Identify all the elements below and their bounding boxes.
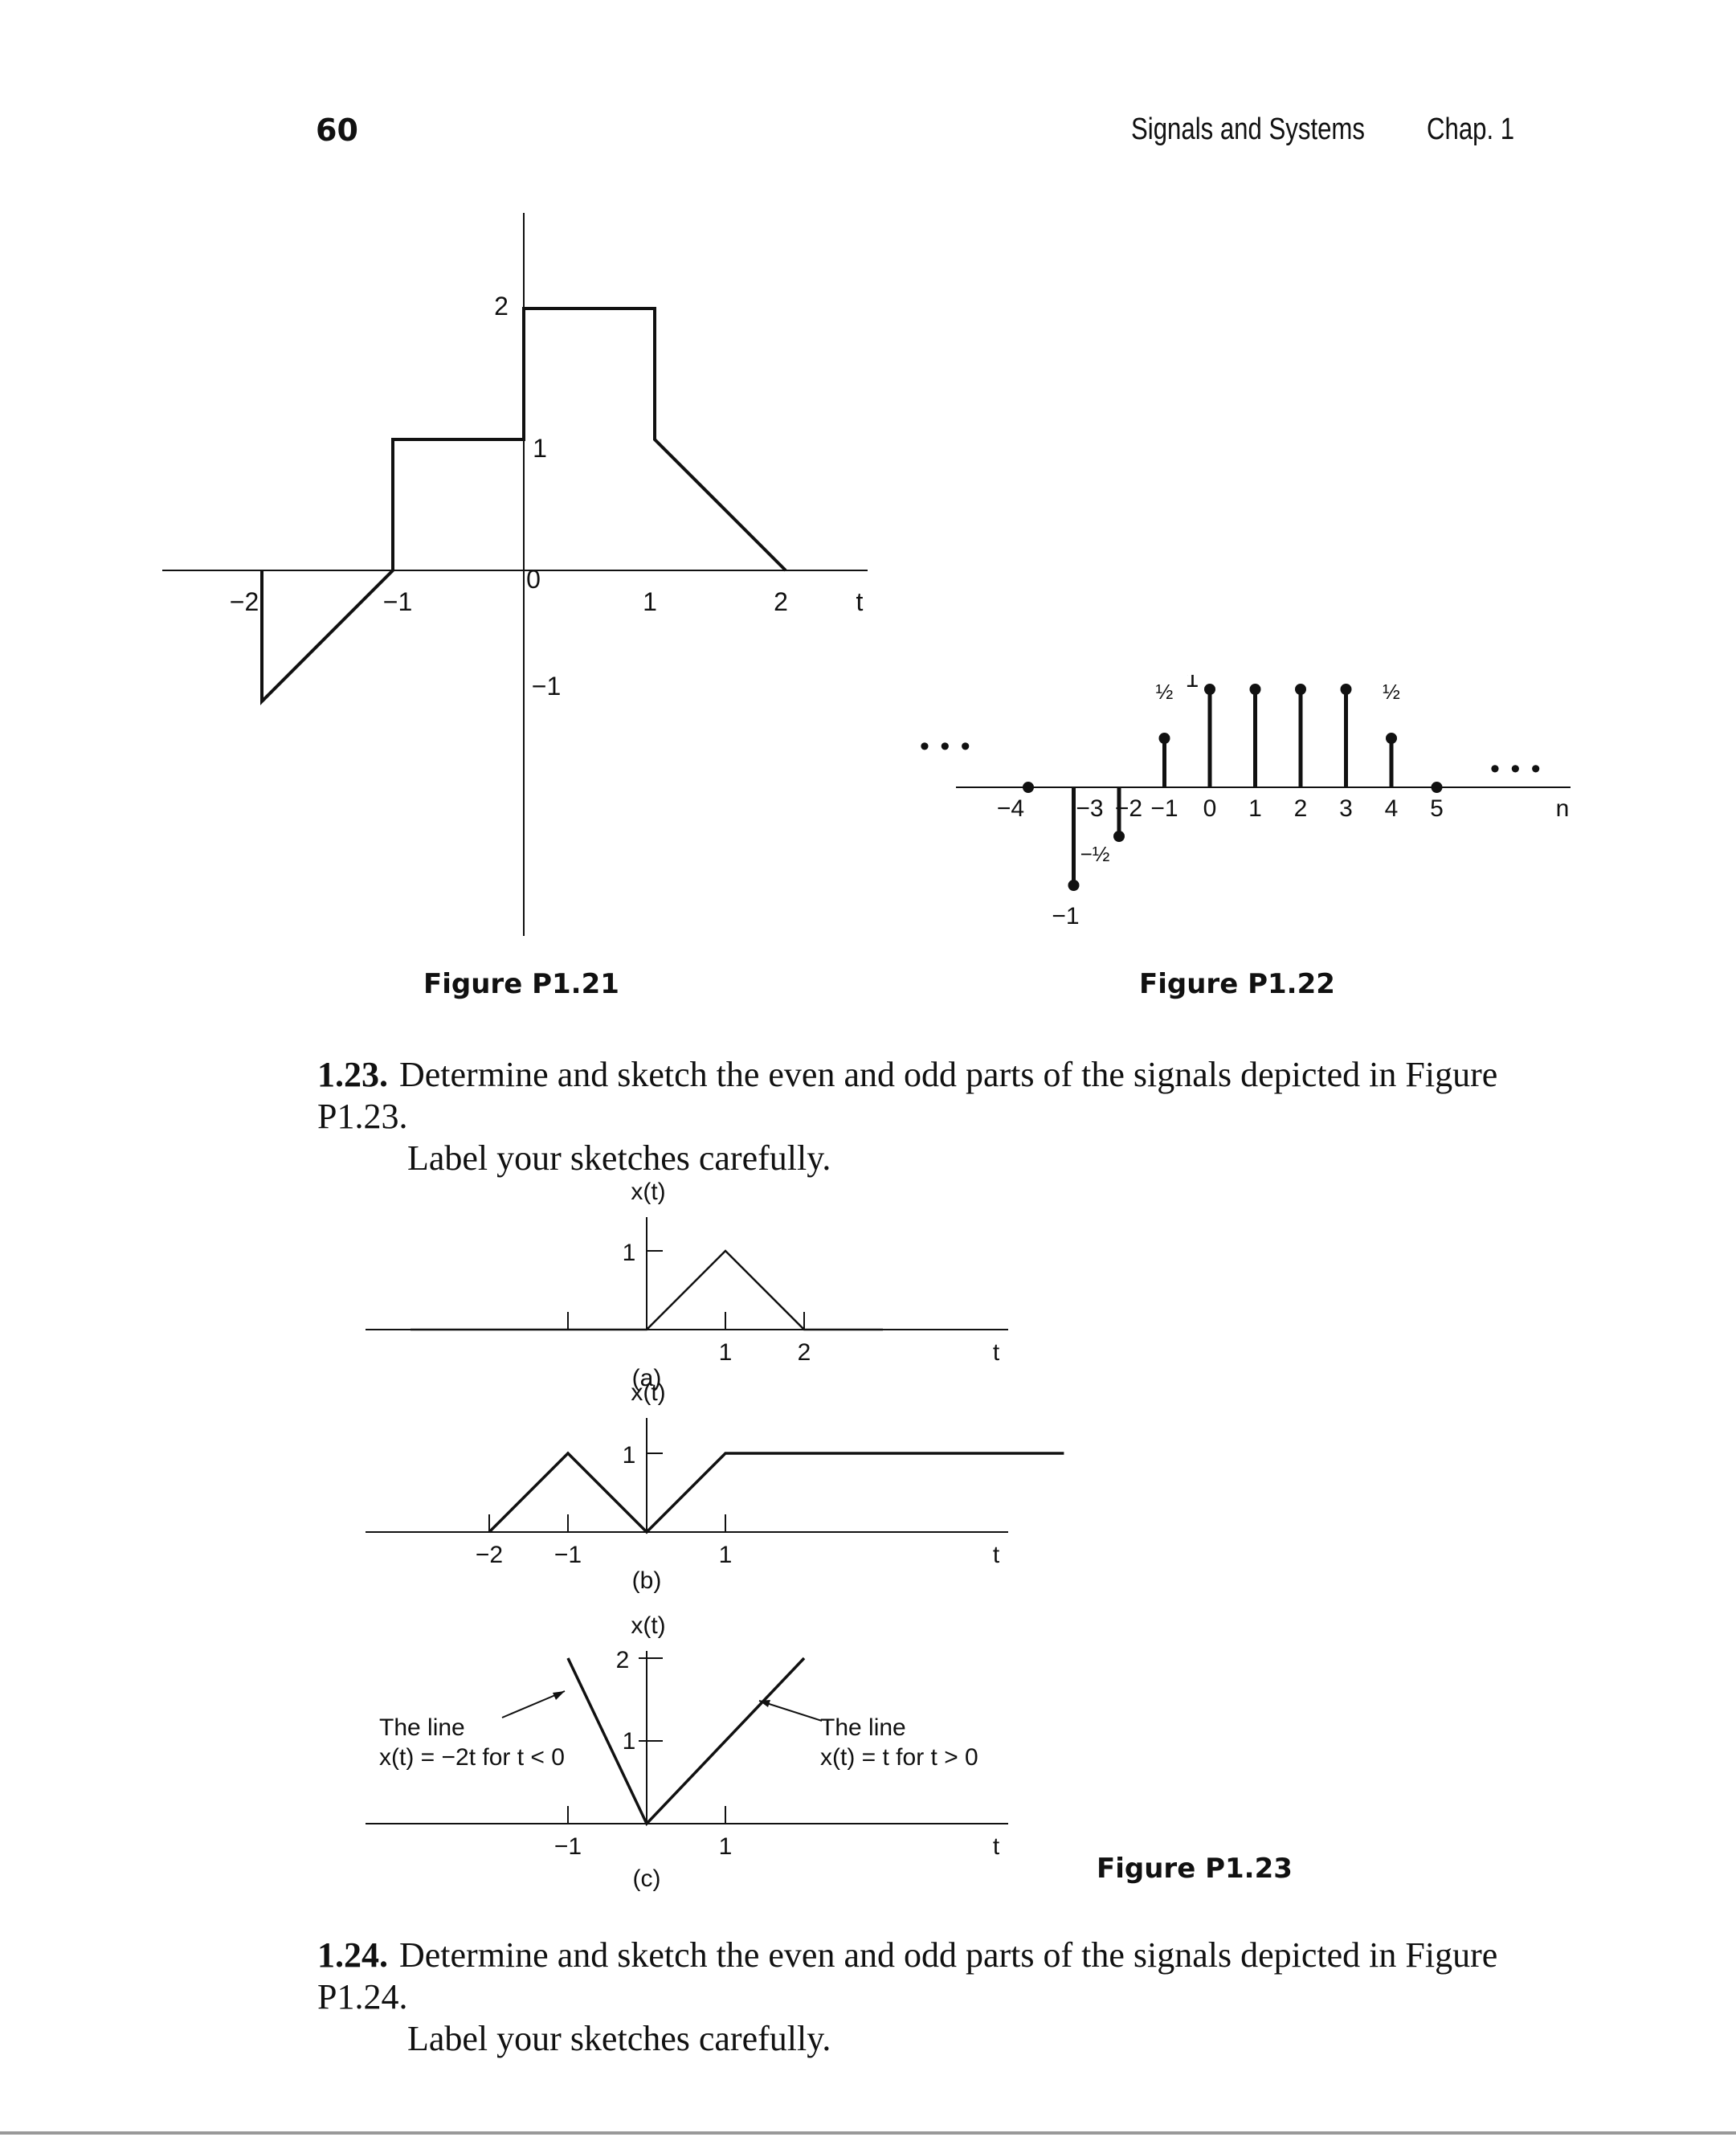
value-label: −1 <box>1052 903 1079 930</box>
value-label: −½ <box>1080 842 1110 866</box>
panel-label: (a) <box>632 1365 662 1391</box>
page-number: 60 <box>316 112 358 148</box>
x-tick-label: −2 <box>230 587 259 616</box>
problem-text-continued: Label your sketches carefully. <box>407 2019 831 2058</box>
x-tick-label: −1 <box>554 1833 582 1860</box>
y-tick-label: 1 <box>623 1728 636 1755</box>
signal-trace <box>488 1451 1064 1534</box>
annotation-left: x(t) = −2t for t < 0 <box>379 1744 565 1771</box>
x-tick-label: −1 <box>383 587 412 616</box>
stem-point <box>1386 733 1397 744</box>
n-tick-label: −4 <box>997 795 1024 822</box>
arrow-head <box>759 1700 770 1707</box>
y-tick-label: 1 <box>533 434 547 463</box>
stem-point <box>1158 733 1170 744</box>
stem-point <box>1068 880 1080 891</box>
annotation-right: x(t) = t for t > 0 <box>820 1744 978 1771</box>
y-axis-label: x(t) <box>631 1379 665 1406</box>
x-tick-label: −1 <box>554 1542 582 1568</box>
value-label: ½ <box>1156 680 1174 704</box>
x-tick-label: 1 <box>719 1339 733 1366</box>
figure-p1-22: • • •• • •−4 −3 −2 −1 0 1 2 3 4 5 n−1−½½ 1 ½ <box>920 675 1571 930</box>
n-axis-label: n <box>1556 795 1570 822</box>
panel-label: (b) <box>632 1567 662 1594</box>
stem-point <box>1249 684 1261 695</box>
signal-trace <box>260 307 787 705</box>
n-tick-label: 0 <box>1203 795 1217 822</box>
figure-p1-21-caption: Figure P1.21 <box>423 968 619 1000</box>
stem-point <box>1340 684 1352 695</box>
y-tick-label: 2 <box>616 1647 630 1673</box>
figure-p1-23: x(t)t(a)x(t)t(b)x(t)t(c)1 21−2 −1 11−1 121Th… <box>366 1179 1064 1892</box>
stem-point <box>1431 782 1443 793</box>
x-tick-label: 2 <box>798 1339 811 1366</box>
x-tick-label: −2 <box>476 1542 503 1568</box>
panel-label: (c) <box>633 1865 661 1892</box>
y-tick-label: 1 <box>623 1442 636 1469</box>
chapter-label: Chap. 1 <box>1427 112 1515 146</box>
y-tick-label: 1 <box>623 1240 636 1266</box>
arrow-head <box>553 1691 565 1700</box>
problem-1-24: 1.24. Determine and sketch the even and o… <box>317 1935 1538 2060</box>
x-tick-label: 1 <box>719 1542 733 1568</box>
annotation-left: The line <box>379 1714 465 1741</box>
stem-point <box>1204 684 1215 695</box>
n-tick-label: −1 <box>1150 795 1178 822</box>
problem-number: 1.24. <box>317 1935 388 1975</box>
annotation-arrow <box>758 1700 823 1722</box>
ellipsis-right: • • • <box>1490 754 1542 784</box>
y-tick-label: 2 <box>494 292 509 321</box>
n-tick-label: 1 <box>1248 795 1262 822</box>
figure-p1-23-caption: Figure P1.23 <box>1097 1853 1293 1885</box>
problem-text-continued: Label your sketches carefully. <box>407 1138 831 1178</box>
n-tick-label: 4 <box>1385 795 1399 822</box>
y-axis-label: x(t) <box>631 1612 665 1639</box>
problem-text: Determine and sketch the even and odd pa… <box>317 1055 1498 1136</box>
x-axis-label: t <box>856 587 864 616</box>
ellipsis-left: • • • <box>920 731 972 762</box>
n-tick-label: −3 <box>1076 795 1103 822</box>
value-label: ½ <box>1383 680 1400 704</box>
x-axis-label: t <box>993 1833 1000 1860</box>
n-tick-label: 5 <box>1430 795 1444 822</box>
stem-point <box>1113 831 1125 842</box>
n-tick-label: 3 <box>1339 795 1353 822</box>
problem-1-23: 1.23. Determine and sketch the even and o… <box>317 1054 1538 1179</box>
x-tick-label: 1 <box>643 587 657 616</box>
x-axis-label: t <box>993 1339 1000 1366</box>
annotation-right: The line <box>820 1714 906 1741</box>
x-axis-label: t <box>993 1542 1000 1568</box>
value-label: 1 <box>1186 675 1199 693</box>
x-tick-label: 2 <box>774 587 788 616</box>
y-axis-label: x(t) <box>631 1179 665 1205</box>
x-tick-label: 1 <box>719 1833 733 1860</box>
page-bottom-rule <box>0 2131 1736 2135</box>
figure-p1-21: −2 −1 0 1 2 t 2 1 −1 <box>162 213 868 936</box>
book-title: Signals and Systems <box>1131 112 1365 146</box>
problem-number: 1.23. <box>317 1055 388 1094</box>
n-tick-label: −2 <box>1115 795 1142 822</box>
y-tick-label: −1 <box>532 672 561 701</box>
stem-point <box>1295 684 1306 695</box>
figure-p1-22-caption: Figure P1.22 <box>1139 968 1335 1000</box>
problem-text: Determine and sketch the even and odd pa… <box>317 1935 1498 2016</box>
stem-point <box>1023 782 1034 793</box>
x-tick-label: 0 <box>526 565 541 594</box>
n-tick-label: 2 <box>1294 795 1308 822</box>
signal-trace <box>566 1657 806 1827</box>
